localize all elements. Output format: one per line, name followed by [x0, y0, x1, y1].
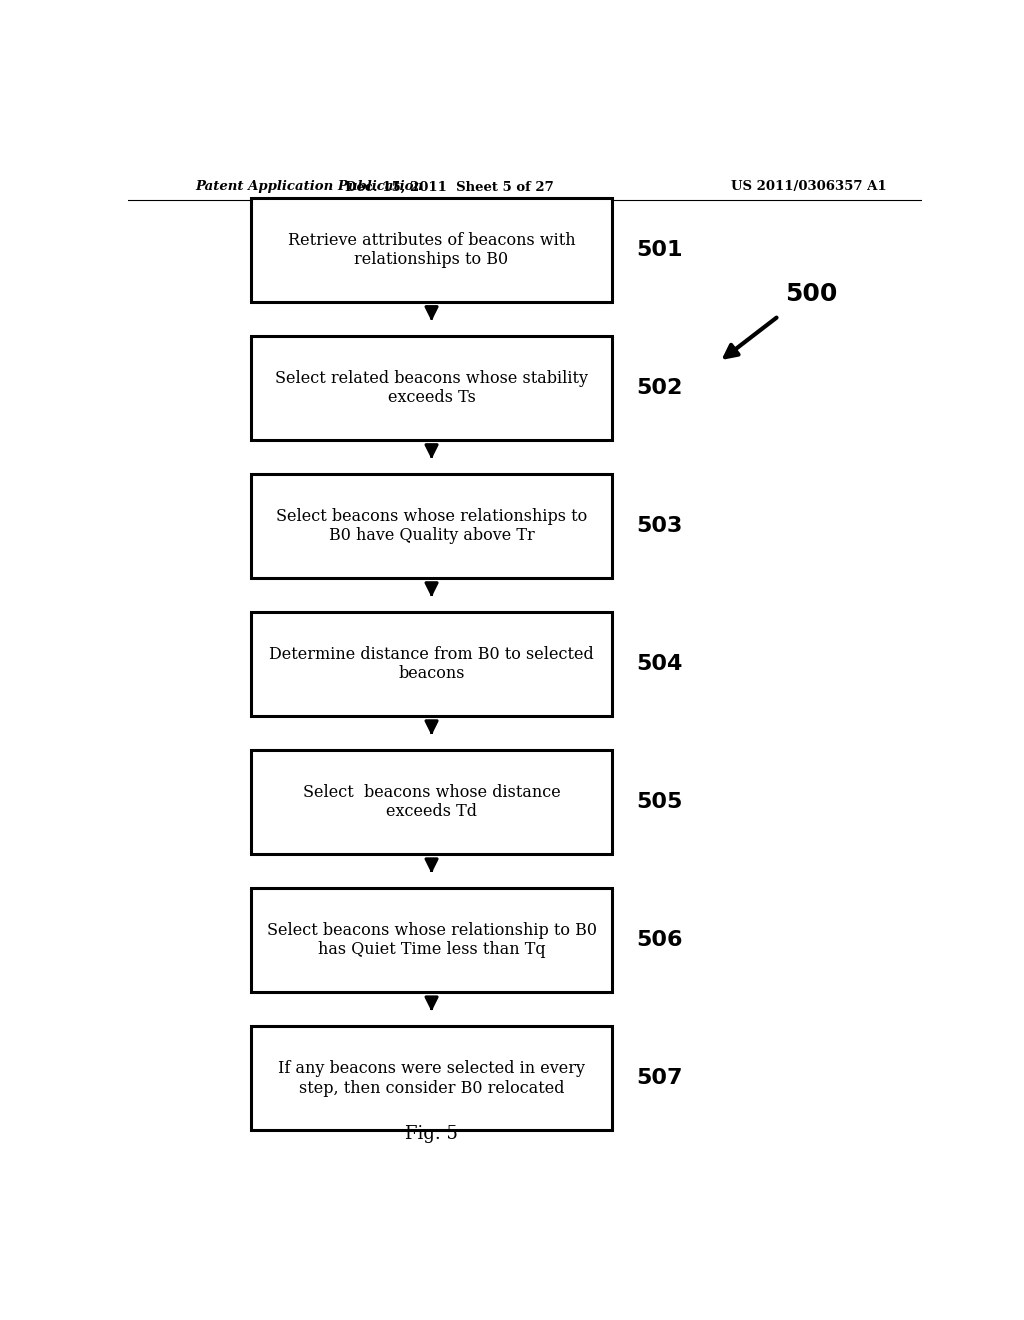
Text: US 2011/0306357 A1: US 2011/0306357 A1 [731, 181, 887, 193]
Text: Dec. 15, 2011  Sheet 5 of 27: Dec. 15, 2011 Sheet 5 of 27 [345, 181, 554, 193]
Text: Select beacons whose relationships to
B0 have Quality above Tr: Select beacons whose relationships to B0… [275, 508, 587, 544]
Text: 507: 507 [636, 1068, 682, 1088]
Text: Patent Application Publication: Patent Application Publication [196, 181, 424, 193]
Text: 500: 500 [785, 281, 838, 306]
Text: 502: 502 [636, 378, 682, 397]
Bar [251, 1027, 612, 1130]
Text: 503: 503 [636, 516, 682, 536]
Bar [251, 888, 612, 993]
Text: 504: 504 [636, 653, 682, 675]
Text: Retrieve attributes of beacons with
relationships to B0: Retrieve attributes of beacons with rela… [288, 231, 575, 268]
Bar [251, 474, 612, 578]
Text: Select  beacons whose distance
exceeds Td: Select beacons whose distance exceeds Td [303, 784, 560, 821]
Bar [251, 750, 612, 854]
Text: 501: 501 [636, 240, 682, 260]
Text: Fig. 5: Fig. 5 [406, 1125, 458, 1143]
Text: 506: 506 [636, 931, 682, 950]
Bar [251, 612, 612, 715]
Text: If any beacons were selected in every
step, then consider B0 relocated: If any beacons were selected in every st… [279, 1060, 585, 1097]
Text: Determine distance from B0 to selected
beacons: Determine distance from B0 to selected b… [269, 645, 594, 682]
Text: Select related beacons whose stability
exceeds Ts: Select related beacons whose stability e… [275, 370, 588, 407]
Text: Select beacons whose relationship to B0
has Quiet Time less than Tq: Select beacons whose relationship to B0 … [266, 921, 597, 958]
Bar [251, 337, 612, 440]
Bar [251, 198, 612, 302]
Text: 505: 505 [636, 792, 682, 812]
